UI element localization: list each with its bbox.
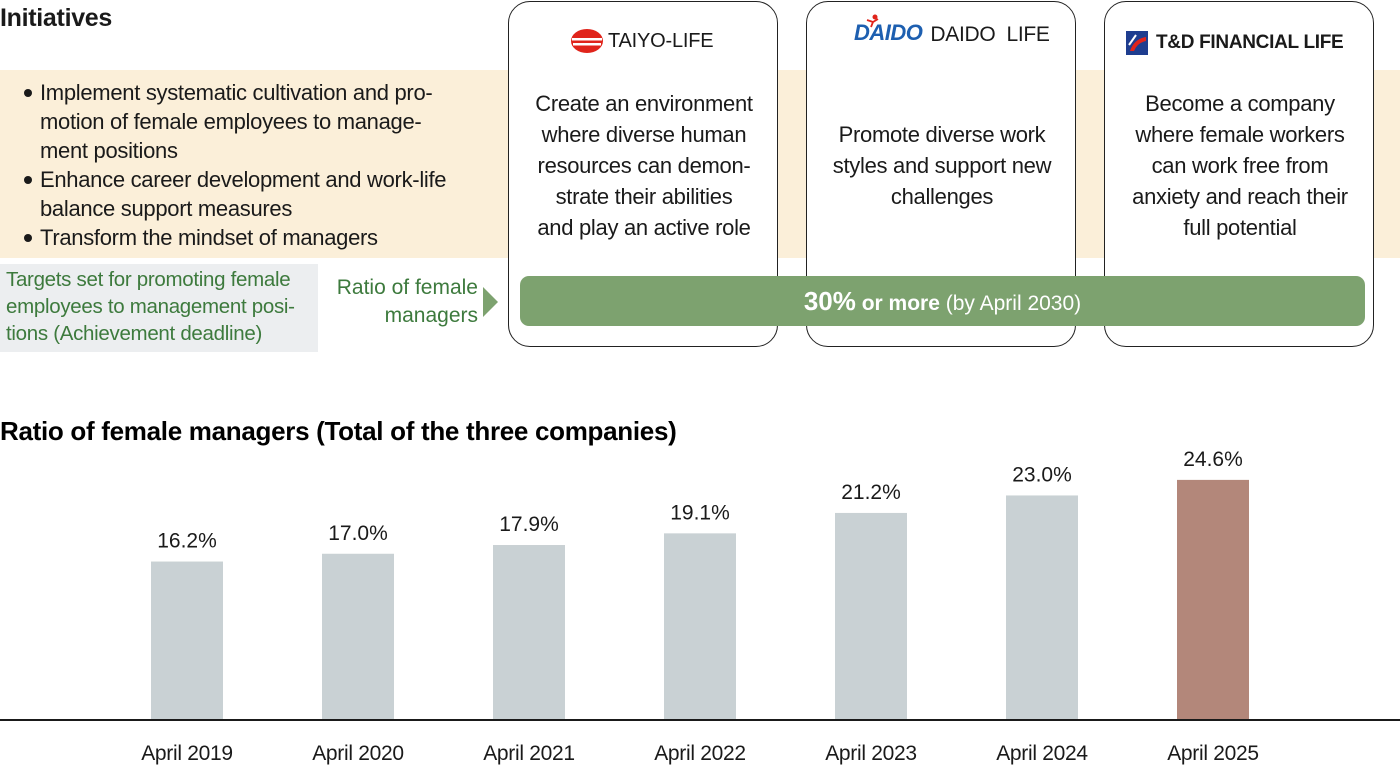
text-line: ment positions [40,138,178,163]
value-label: 23.0% [1012,463,1072,486]
bar [493,545,565,719]
text-line: motion of female employees to manage- [40,109,422,134]
text-line: tions (Achievement deadline) [6,322,262,345]
text-line: anxiety and reach their [1132,184,1348,209]
text-line: balance support measures [40,196,293,221]
section-title: Initiatives [0,4,113,32]
value-label: 24.6% [1183,448,1243,471]
bar [664,533,736,719]
text-line: styles and support new [832,153,1052,178]
logo-mark-text: DAIDO [854,20,923,45]
value-label: 19.1% [670,501,730,524]
initiatives-list: Implement systematic cultivation and pro… [22,78,447,252]
x-tick-label: April 2025 [1167,742,1259,765]
text-line: and play an active role [537,215,751,240]
text-line: Enhance career development and work-life [40,167,447,192]
chart-title: Ratio of female managers (Total of the t… [0,416,677,446]
text-line: employees to management posi- [6,295,295,318]
text-line: Transform the mindset of managers [40,225,378,250]
company-text: Promote diverse work styles and support n… [808,119,1076,212]
text-line: challenges [890,184,994,209]
target-value: 30% [803,286,856,316]
bullet-item: Transform the mindset of managers [22,223,446,252]
value-label: 17.0% [328,522,388,545]
logo-text: T&D FINANCIAL LIFE [1156,32,1344,53]
x-tick-label: April 2020 [312,742,404,765]
target-metric: Ratio of female managers [337,274,478,330]
target-bar: 30% or more (by April 2030) [520,276,1365,326]
target-qualifier: or more [861,292,940,315]
value-label: 21.2% [841,481,901,504]
logo-mark [571,29,603,53]
logo-mark [1126,31,1148,55]
x-tick-label: April 2019 [141,742,233,765]
value-label: 16.2% [157,530,217,553]
text-line: where female workers [1135,122,1345,147]
text-line: strate their abilities [555,184,733,209]
company-text: Become a company where female workers can … [1106,88,1374,243]
target-deadline: (by April 2030) [945,292,1082,315]
x-tick-label: April 2022 [654,742,746,765]
chart: Ratio of female managers (Total of the t… [0,416,1400,765]
text-line: Targets set for promoting female [6,268,291,291]
bar [835,512,907,719]
taiyo-logo: TAIYO-LIFE [570,28,714,54]
targets-label: Targets set for promoting female employee… [0,264,318,352]
bar [151,561,223,719]
bar [322,553,394,719]
text-line: Ratio of female [336,276,478,299]
text-line: full potential [1183,215,1297,240]
x-tick-label: April 2023 [825,742,917,765]
arrow [483,287,498,317]
logo-mark: DAIDO [854,14,923,46]
x-tick-label: April 2021 [483,742,575,765]
daido-logo: DAIDO DAIDO LIFE [854,14,1050,46]
bullet-item: Implement systematic cultivation and pro… [22,78,446,165]
x-tick-label: April 2024 [996,742,1088,765]
text-line: resources can demon- [537,153,751,178]
text-line: Implement systematic cultivation and pro… [40,80,433,105]
bar [1006,495,1078,719]
text-line: Become a company [1145,91,1335,116]
value-label: 17.9% [499,513,559,536]
logo-text: DAIDO LIFE [930,23,1050,46]
logo-text: TAIYO-LIFE [608,29,714,52]
text-line: can work free from [1151,153,1329,178]
td-logo: T&D FINANCIAL LIFE [1126,31,1344,55]
text-line: managers [384,304,478,327]
bullet-item: Enhance career development and work-life… [22,165,447,223]
company-text: Create an environment where diverse human… [510,88,778,243]
bar [1177,479,1249,719]
text-line: where diverse human [541,122,747,147]
text-line: Create an environment [535,91,753,116]
text-line: Promote diverse work [838,122,1046,147]
logo-figure [866,14,879,28]
